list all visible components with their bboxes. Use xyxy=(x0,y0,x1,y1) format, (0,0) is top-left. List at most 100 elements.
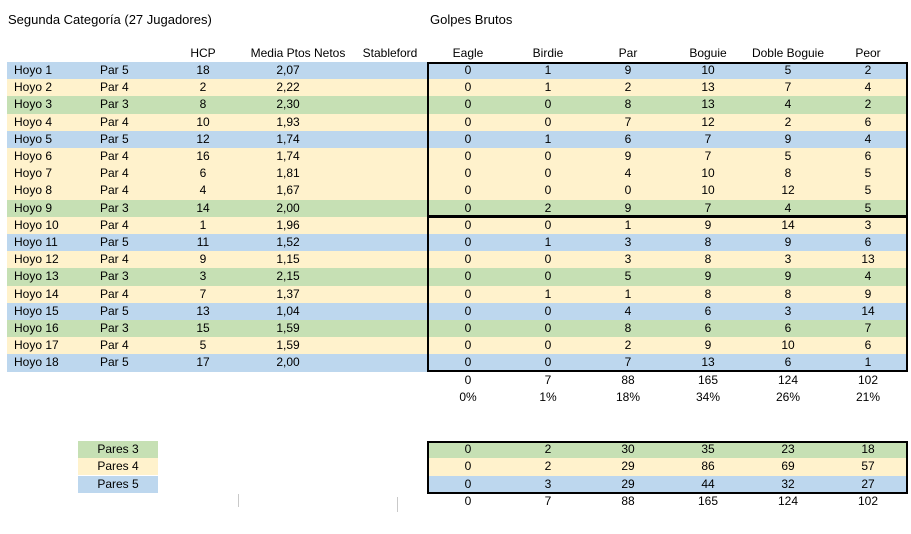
peor-count[interactable]: 4 xyxy=(864,80,872,95)
col-header-boguie[interactable]: Boguie xyxy=(689,46,727,60)
par-label[interactable]: Par 3 xyxy=(100,269,129,284)
par-count[interactable]: 1 xyxy=(624,286,632,301)
eagle-count[interactable]: 0 xyxy=(464,355,472,370)
eagle-count[interactable]: 0 xyxy=(464,80,472,95)
boguie-count[interactable]: 13 xyxy=(701,97,715,112)
doble-boguie-count[interactable]: 2 xyxy=(784,114,792,129)
eagle-count[interactable]: 0 xyxy=(464,286,472,301)
media-value[interactable]: 2,22 xyxy=(276,80,300,95)
boguie-count[interactable]: 6 xyxy=(704,303,712,318)
total-doble-boguie[interactable]: 124 xyxy=(777,373,799,387)
legend-pares-3[interactable]: Pares 3 xyxy=(78,441,158,459)
peor-count[interactable]: 57 xyxy=(861,459,875,474)
eagle-count[interactable]: 0 xyxy=(464,166,472,181)
par-label[interactable]: Par 4 xyxy=(100,80,129,95)
boguie-count[interactable]: 9 xyxy=(704,338,712,353)
total-eagle[interactable]: 0 xyxy=(464,373,472,387)
peor-count[interactable]: 4 xyxy=(864,269,872,284)
par-count[interactable]: 8 xyxy=(624,321,632,335)
par-count[interactable]: 4 xyxy=(624,166,632,181)
hole-label[interactable]: Hoyo 12 xyxy=(14,252,59,267)
boguie-count[interactable]: 8 xyxy=(704,252,712,267)
total-birdie[interactable]: 7 xyxy=(544,373,552,387)
par-label[interactable]: Par 4 xyxy=(100,149,129,163)
peor-count[interactable]: 14 xyxy=(861,303,875,318)
eagle-count[interactable]: 0 xyxy=(464,442,472,457)
hole-label[interactable]: Hoyo 14 xyxy=(14,286,59,301)
hole-label[interactable]: Hoyo 6 xyxy=(14,149,53,163)
peor-count[interactable]: 6 xyxy=(864,338,872,353)
peor-count[interactable]: 6 xyxy=(864,149,872,163)
par-count[interactable]: 6 xyxy=(624,131,632,146)
boguie-count[interactable]: 10 xyxy=(701,183,715,198)
eagle-count[interactable]: 0 xyxy=(464,97,472,112)
hcp-value[interactable]: 11 xyxy=(196,235,210,249)
par-count[interactable]: 1 xyxy=(624,217,632,232)
birdie-count[interactable]: 0 xyxy=(544,183,552,198)
boguie-count[interactable]: 9 xyxy=(704,269,712,284)
par-count[interactable]: 7 xyxy=(624,114,632,129)
boguie-count[interactable]: 8 xyxy=(704,286,712,301)
boguie-count[interactable]: 8 xyxy=(704,235,712,249)
total-par[interactable]: 88 xyxy=(621,494,635,508)
par-label[interactable]: Par 4 xyxy=(100,114,129,129)
peor-count[interactable]: 5 xyxy=(864,200,872,215)
boguie-count[interactable]: 7 xyxy=(704,200,712,215)
birdie-count[interactable]: 0 xyxy=(544,303,552,318)
boguie-count[interactable]: 6 xyxy=(704,321,712,335)
hcp-value[interactable]: 5 xyxy=(199,338,207,353)
boguie-count[interactable]: 7 xyxy=(704,131,712,146)
boguie-count[interactable]: 7 xyxy=(704,149,712,163)
birdie-count[interactable]: 0 xyxy=(544,252,552,267)
hole-label[interactable]: Hoyo 3 xyxy=(14,97,53,112)
hole-label[interactable]: Hoyo 15 xyxy=(14,303,59,318)
hcp-value[interactable]: 7 xyxy=(199,286,207,301)
peor-count[interactable]: 27 xyxy=(861,476,875,491)
total-peor[interactable]: 102 xyxy=(857,373,879,387)
eagle-count[interactable]: 0 xyxy=(464,200,472,215)
peor-count[interactable]: 1 xyxy=(864,355,872,370)
hole-label[interactable]: Hoyo 8 xyxy=(14,183,53,198)
hcp-value[interactable]: 12 xyxy=(196,131,210,146)
eagle-count[interactable]: 0 xyxy=(464,459,472,474)
doble-boguie-count[interactable]: 14 xyxy=(781,217,795,232)
doble-boguie-count[interactable]: 6 xyxy=(784,321,792,335)
par-label[interactable]: Par 4 xyxy=(100,217,129,232)
doble-boguie-count[interactable]: 10 xyxy=(781,338,795,353)
total-boguie[interactable]: 165 xyxy=(697,494,719,508)
peor-count[interactable]: 5 xyxy=(864,183,872,198)
col-header-hcp[interactable]: HCP xyxy=(190,46,216,60)
peor-count[interactable]: 5 xyxy=(864,166,872,181)
col-header-par[interactable]: Par xyxy=(618,46,638,60)
hole-label[interactable]: Hoyo 17 xyxy=(14,338,59,353)
hcp-value[interactable]: 3 xyxy=(199,269,207,284)
birdie-count[interactable]: 0 xyxy=(544,269,552,284)
eagle-count[interactable]: 0 xyxy=(464,131,472,146)
section-title-left[interactable]: Segunda Categoría (27 Jugadores) xyxy=(8,12,212,27)
doble-boguie-count[interactable]: 8 xyxy=(784,166,792,181)
col-header-eagle[interactable]: Eagle xyxy=(452,46,484,60)
media-value[interactable]: 1,59 xyxy=(276,321,300,335)
peor-count[interactable]: 3 xyxy=(864,217,872,232)
par-count[interactable]: 9 xyxy=(624,63,632,77)
percent-doble-boguie[interactable]: 26% xyxy=(775,390,801,404)
hcp-value[interactable]: 10 xyxy=(196,114,210,129)
hole-label[interactable]: Hoyo 11 xyxy=(14,235,58,249)
par-label[interactable]: Par 5 xyxy=(100,303,129,318)
hcp-value[interactable]: 17 xyxy=(196,355,210,370)
boguie-count[interactable]: 12 xyxy=(701,114,715,129)
par-label[interactable]: Par 5 xyxy=(100,235,129,249)
media-value[interactable]: 1,81 xyxy=(276,166,300,181)
birdie-count[interactable]: 0 xyxy=(544,166,552,181)
hole-label[interactable]: Hoyo 2 xyxy=(14,80,53,95)
hcp-value[interactable]: 13 xyxy=(196,303,210,318)
hcp-value[interactable]: 15 xyxy=(196,321,210,335)
total-par[interactable]: 88 xyxy=(621,373,635,387)
hcp-value[interactable]: 18 xyxy=(196,63,210,77)
col-header-doble-boguie[interactable]: Doble Boguie xyxy=(751,46,825,60)
boguie-count[interactable]: 10 xyxy=(701,166,715,181)
eagle-count[interactable]: 0 xyxy=(464,235,472,249)
par-count[interactable]: 3 xyxy=(624,252,632,267)
par-count[interactable]: 8 xyxy=(624,97,632,112)
doble-boguie-count[interactable]: 5 xyxy=(784,149,792,163)
